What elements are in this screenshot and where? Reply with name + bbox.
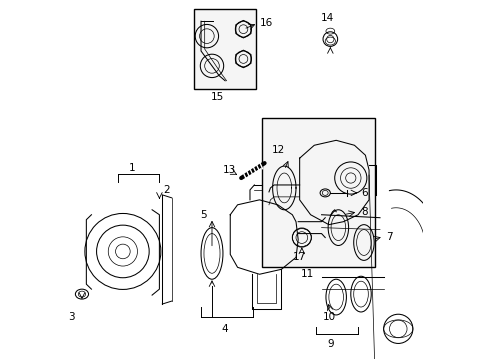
Text: 9: 9 <box>326 339 333 349</box>
Text: 3: 3 <box>68 312 75 322</box>
Text: 1: 1 <box>128 163 135 173</box>
Text: 11: 11 <box>300 269 313 279</box>
Text: 6: 6 <box>361 188 367 198</box>
Text: 8: 8 <box>361 207 367 217</box>
Text: 12: 12 <box>271 145 285 155</box>
Text: 2: 2 <box>163 185 169 195</box>
Text: 16: 16 <box>259 18 272 28</box>
Text: 7: 7 <box>385 231 392 242</box>
Text: 4: 4 <box>222 324 228 334</box>
Text: 5: 5 <box>200 210 206 220</box>
Text: 13: 13 <box>223 165 236 175</box>
Text: 14: 14 <box>320 13 333 23</box>
Text: 17: 17 <box>292 252 305 262</box>
Text: 10: 10 <box>323 312 335 322</box>
Bar <box>261 118 374 267</box>
Bar <box>193 9 255 89</box>
Text: 15: 15 <box>210 92 224 102</box>
